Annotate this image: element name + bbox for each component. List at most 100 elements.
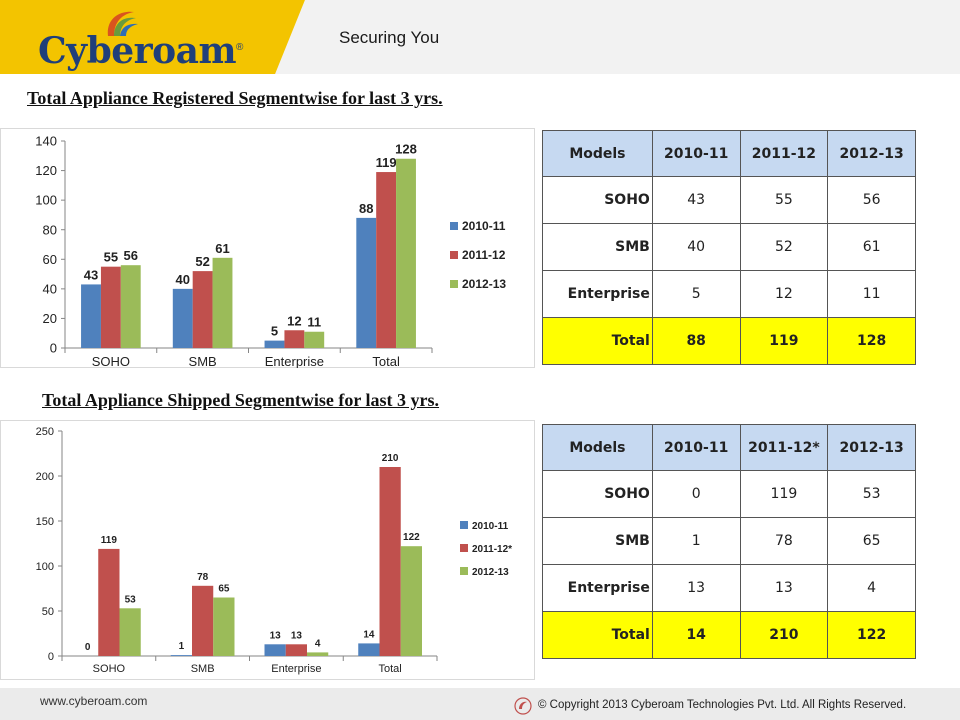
table-cell: 61 bbox=[827, 223, 916, 271]
shipped-table: Models 2010-11 2011-12* 2012-13 SOHO 0 119 53 SM… bbox=[542, 424, 916, 659]
row-label: SMB bbox=[542, 223, 653, 271]
legend-label: 2010-11 bbox=[462, 219, 506, 233]
legend-swatch bbox=[460, 567, 468, 575]
table-row: SOHO 0 119 53 bbox=[542, 470, 916, 518]
registered-bar-chart: 0 20 40 60 80 100 120 140 SOHO 43 55 56 SMB 40 52 61 Ent… bbox=[0, 128, 535, 368]
table-cell: 56 bbox=[827, 176, 916, 224]
data-label: 0 bbox=[85, 642, 91, 653]
y-tick-label: 250 bbox=[36, 426, 54, 438]
data-label: 53 bbox=[125, 594, 137, 605]
table-cell: 119 bbox=[739, 470, 829, 518]
row-label: Total bbox=[542, 317, 653, 365]
data-label: 128 bbox=[395, 142, 417, 157]
legend-label: 2012-13 bbox=[462, 277, 506, 291]
x-category-label: Total bbox=[372, 354, 400, 368]
data-label: 119 bbox=[101, 535, 118, 546]
y-tick-label: 20 bbox=[43, 311, 57, 326]
bar-2011-12 bbox=[100, 266, 121, 348]
legend-swatch bbox=[450, 280, 458, 288]
data-label: 55 bbox=[104, 250, 118, 265]
x-category-label: Total bbox=[379, 663, 402, 675]
data-label: 5 bbox=[271, 324, 278, 339]
legend-swatch bbox=[460, 521, 468, 529]
data-label: 13 bbox=[291, 630, 303, 641]
bar-2010-11 bbox=[81, 284, 101, 348]
bar-2011-12* bbox=[192, 585, 214, 656]
bar-2012-13 bbox=[213, 597, 235, 656]
data-label: 56 bbox=[124, 248, 138, 263]
bar-2012-13 bbox=[212, 257, 233, 348]
shipped-section-title: Total Appliance Shipped Segmentwise for … bbox=[42, 390, 440, 410]
column-header: Models bbox=[542, 130, 653, 177]
data-label: 4 bbox=[315, 638, 321, 649]
table-cell: 5 bbox=[651, 270, 741, 318]
table-cell: 52 bbox=[739, 223, 829, 271]
bar-2012-13 bbox=[400, 546, 422, 656]
bar-2012-13 bbox=[304, 331, 325, 348]
data-label: 88 bbox=[359, 201, 373, 216]
bar-2011-12 bbox=[376, 172, 397, 348]
x-category-label: Enterprise bbox=[271, 663, 321, 675]
table-row: Enterprise 13 13 4 bbox=[542, 564, 916, 612]
table-cell: 55 bbox=[739, 176, 829, 224]
x-category-label: SMB bbox=[191, 663, 215, 675]
y-tick-label: 150 bbox=[36, 516, 54, 528]
data-label: 210 bbox=[382, 453, 399, 464]
bar-2012-13 bbox=[119, 608, 141, 656]
data-label: 40 bbox=[176, 272, 190, 287]
row-label: Enterprise bbox=[542, 564, 653, 612]
column-header: 2010-11 bbox=[651, 130, 741, 177]
table-row: SMB 40 52 61 bbox=[542, 223, 916, 271]
y-tick-label: 200 bbox=[36, 471, 54, 483]
column-header: 2012-13 bbox=[827, 130, 916, 177]
row-label: SMB bbox=[542, 517, 653, 565]
table-header-row: Models 2010-11 2011-12 2012-13 bbox=[542, 130, 916, 177]
registered-table: Models 2010-11 2011-12 2012-13 SOHO 43 55 56 SMB… bbox=[542, 130, 916, 365]
x-category-label: SMB bbox=[189, 354, 217, 368]
bar-2011-12 bbox=[192, 271, 213, 348]
chart-frame bbox=[0, 420, 535, 680]
legend-label: 2011-12* bbox=[472, 544, 512, 555]
x-category-label: Enterprise bbox=[265, 354, 324, 368]
column-header: 2011-12* bbox=[739, 424, 829, 471]
legend-label: 2012-13 bbox=[472, 567, 509, 578]
y-tick-label: 0 bbox=[50, 341, 57, 356]
y-tick-label: 100 bbox=[36, 561, 54, 573]
footer-copyright: © Copyright 2013 Cyberoam Technologies P… bbox=[538, 699, 907, 711]
y-tick-label: 100 bbox=[35, 193, 57, 208]
logo-swirl-icon bbox=[107, 11, 138, 36]
data-label: 11 bbox=[307, 315, 321, 330]
brand-band bbox=[0, 0, 330, 74]
y-tick-label: 50 bbox=[42, 606, 54, 618]
bar-2011-12* bbox=[285, 644, 307, 656]
table-row: Total 88 119 128 bbox=[542, 317, 916, 365]
data-label: 1 bbox=[179, 641, 185, 652]
table-cell: 65 bbox=[827, 517, 916, 565]
row-label: Total bbox=[542, 611, 653, 659]
y-tick-label: 60 bbox=[43, 252, 57, 267]
legend-swatch bbox=[450, 251, 458, 259]
x-category-label: SOHO bbox=[93, 663, 126, 675]
registered-section-title: Total Appliance Registered Segmentwise f… bbox=[27, 88, 443, 108]
data-label: 122 bbox=[403, 532, 420, 543]
logo: Cyberoam® bbox=[38, 30, 243, 72]
footer bbox=[0, 688, 960, 720]
logo-registered-mark: ® bbox=[236, 42, 243, 53]
column-header: Models bbox=[542, 424, 653, 471]
table-cell: 13 bbox=[739, 564, 829, 612]
data-label: 65 bbox=[218, 584, 230, 595]
legend-swatch bbox=[460, 544, 468, 552]
table-cell: 1 bbox=[651, 517, 741, 565]
bar-2012-13 bbox=[120, 265, 141, 348]
row-label: SOHO bbox=[542, 176, 653, 224]
table-cell: 11 bbox=[827, 270, 916, 318]
table-row: SOHO 43 55 56 bbox=[542, 176, 916, 224]
table-cell: 210 bbox=[739, 611, 829, 659]
bar-2010-11 bbox=[264, 644, 286, 656]
y-tick-label: 80 bbox=[43, 222, 57, 237]
legend-label: 2010-11 bbox=[472, 521, 509, 532]
column-header: 2011-12 bbox=[739, 130, 829, 177]
table-cell: 0 bbox=[651, 470, 741, 518]
bar-2012-13 bbox=[396, 158, 416, 348]
legend-label: 2011-12 bbox=[462, 248, 506, 262]
